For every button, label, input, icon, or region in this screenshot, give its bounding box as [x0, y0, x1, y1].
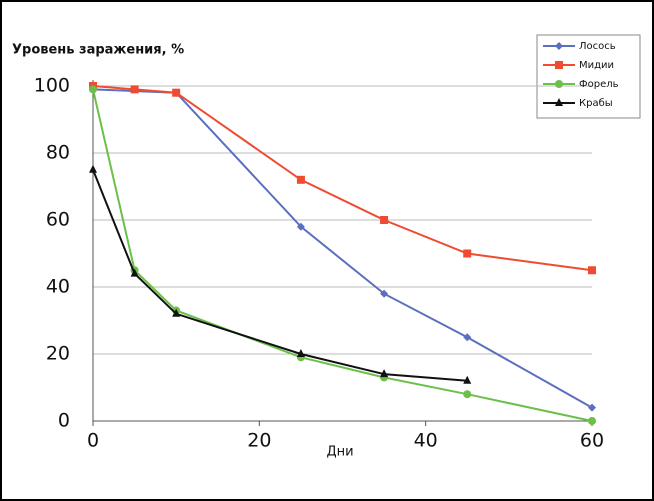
marker — [89, 164, 97, 173]
x-tick-label: 20 — [247, 430, 271, 452]
x-tick-label: 40 — [414, 430, 438, 452]
marker — [588, 266, 596, 275]
marker — [555, 61, 563, 69]
legend-label: Мидии — [579, 60, 614, 71]
x-tick-label: 0 — [87, 430, 99, 452]
legend-label: Крабы — [579, 98, 613, 109]
chart-title: Уровень заражения, % — [12, 43, 184, 58]
y-tick-label: 0 — [58, 410, 70, 432]
x-tick-label: 60 — [580, 430, 604, 452]
y-tick-label: 100 — [34, 75, 70, 97]
series-line — [92, 169, 468, 382]
marker — [463, 333, 472, 342]
marker — [555, 80, 563, 88]
legend-label: Форель — [579, 79, 619, 90]
y-tick-label: 80 — [46, 142, 70, 164]
marker — [588, 417, 596, 425]
marker — [172, 308, 181, 317]
y-tick-label: 20 — [46, 343, 70, 365]
marker — [296, 222, 305, 231]
marker — [130, 85, 139, 94]
marker — [296, 175, 305, 184]
marker — [463, 249, 472, 258]
marker — [588, 403, 596, 412]
legend-label: Лосось — [579, 41, 616, 52]
marker — [380, 289, 389, 298]
x-axis-label: Дни — [326, 445, 353, 460]
marker — [380, 369, 389, 378]
marker — [172, 88, 181, 97]
y-tick-label: 60 — [46, 209, 70, 231]
marker — [463, 375, 472, 384]
marker — [130, 268, 139, 277]
y-tick-label: 40 — [46, 276, 70, 298]
marker — [555, 98, 563, 106]
marker — [296, 349, 305, 357]
legend-box — [536, 34, 641, 119]
marker — [380, 216, 389, 224]
marker — [89, 85, 97, 94]
marker — [555, 42, 563, 50]
marker — [463, 390, 472, 399]
